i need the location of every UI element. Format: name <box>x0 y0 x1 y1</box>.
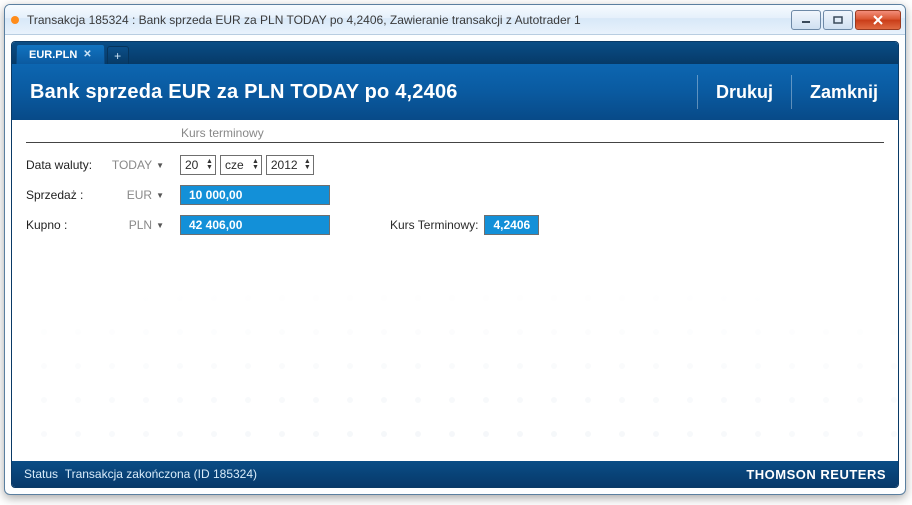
titlebar[interactable]: Transakcja 185324 : Bank sprzeda EUR za … <box>5 5 905 35</box>
chevron-down-icon: ▼ <box>156 191 164 200</box>
client-area: EUR.PLN ✕ + Bank sprzeda EUR za PLN TODA… <box>11 41 899 488</box>
row-buy: Kupno : PLN ▼ 42 406,00 Kurs Terminowy: … <box>26 213 884 237</box>
divider <box>26 142 884 143</box>
app-window: Transakcja 185324 : Bank sprzeda EUR za … <box>4 4 906 495</box>
minimize-button[interactable] <box>791 10 821 30</box>
buy-amount-field[interactable]: 42 406,00 <box>180 215 330 235</box>
chevron-down-icon: ▼ <box>156 161 164 170</box>
status-text: Status Transakcja zakończona (ID 185324) <box>24 467 746 481</box>
maximize-button[interactable] <box>823 10 853 30</box>
page-title: Bank sprzeda EUR za PLN TODAY po 4,2406 <box>30 81 679 104</box>
forward-rate-value: 4,2406 <box>484 215 539 235</box>
buy-label: Kupno : <box>26 218 112 232</box>
window-title: Transakcja 185324 : Bank sprzeda EUR za … <box>27 13 791 27</box>
brand-label: THOMSON REUTERS <box>746 467 886 482</box>
spinner-arrows-icon: ▲▼ <box>252 159 259 171</box>
header-bar: Bank sprzeda EUR za PLN TODAY po 4,2406 … <box>12 64 898 120</box>
tab-label: EUR.PLN <box>29 49 77 61</box>
chevron-down-icon: ▼ <box>156 221 164 230</box>
row-value-date: Data waluty: TODAY ▼ 20 ▲▼ cze ▲▼ 2012 ▲… <box>26 153 884 177</box>
header-separator <box>791 75 792 109</box>
day-spinner[interactable]: 20 ▲▼ <box>180 155 216 175</box>
row-sell: Sprzedaż : EUR ▼ 10 000,00 <box>26 183 884 207</box>
sell-label: Sprzedaż : <box>26 188 112 202</box>
value-date-tenor[interactable]: TODAY ▼ <box>112 158 170 172</box>
tab-close-icon[interactable]: ✕ <box>83 49 91 60</box>
tab-eurpln[interactable]: EUR.PLN ✕ <box>16 44 105 64</box>
watermark-dots <box>12 260 898 461</box>
tabstrip: EUR.PLN ✕ + <box>12 42 898 64</box>
forward-rate-block: Kurs Terminowy: 4,2406 <box>390 215 539 235</box>
sell-amount-field[interactable]: 10 000,00 <box>180 185 330 205</box>
sell-currency-dropdown[interactable]: EUR ▼ <box>112 188 170 202</box>
status-dot-icon <box>11 16 19 24</box>
section-label: Kurs terminowy <box>181 126 264 140</box>
header-separator <box>697 75 698 109</box>
month-spinner[interactable]: cze ▲▼ <box>220 155 262 175</box>
value-date-label: Data waluty: <box>26 158 112 172</box>
forward-rate-label: Kurs Terminowy: <box>390 218 478 232</box>
year-spinner[interactable]: 2012 ▲▼ <box>266 155 314 175</box>
close-button[interactable] <box>855 10 901 30</box>
spinner-arrows-icon: ▲▼ <box>304 159 311 171</box>
tab-add-button[interactable]: + <box>107 46 129 64</box>
close-panel-button[interactable]: Zamknij <box>810 82 878 103</box>
window-controls <box>791 10 901 30</box>
status-bar: Status Transakcja zakończona (ID 185324)… <box>12 461 898 487</box>
spinner-arrows-icon: ▲▼ <box>206 159 213 171</box>
form-body: Kurs terminowy Data waluty: TODAY ▼ 20 ▲… <box>12 120 898 461</box>
buy-currency-dropdown[interactable]: PLN ▼ <box>112 218 170 232</box>
print-button[interactable]: Drukuj <box>716 82 773 103</box>
